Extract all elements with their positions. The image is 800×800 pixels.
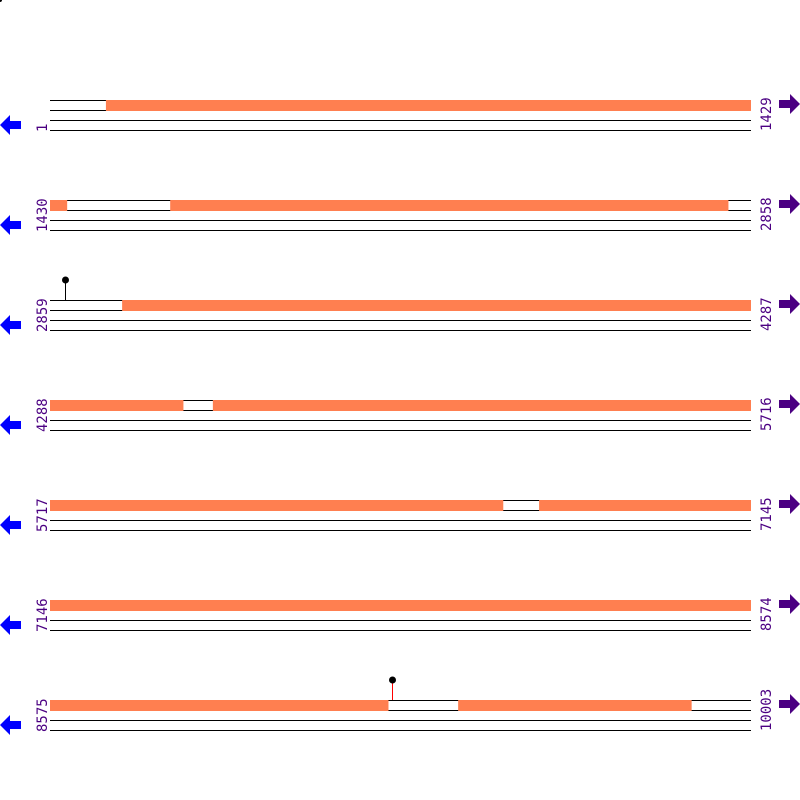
row-end-label: 1429 bbox=[759, 97, 775, 131]
feature-segment bbox=[122, 300, 751, 311]
row-end-label: 4287 bbox=[759, 297, 775, 331]
marker-head bbox=[62, 276, 69, 284]
arrow-right-icon[interactable] bbox=[779, 694, 800, 714]
sequence-row: 8575 10003 bbox=[0, 676, 800, 735]
arrow-left-icon[interactable] bbox=[0, 715, 21, 735]
row-start-label: 8575 bbox=[35, 698, 51, 732]
sequence-row: 2859 4287 bbox=[0, 276, 800, 335]
arrow-left-icon[interactable] bbox=[0, 515, 21, 535]
row-end-label: 10003 bbox=[759, 689, 775, 731]
feature-segment bbox=[212, 400, 752, 411]
arrow-left-icon[interactable] bbox=[0, 615, 21, 635]
arrow-left-icon[interactable] bbox=[0, 115, 21, 135]
corner-dot bbox=[0, 0, 2, 2]
arrow-right-icon[interactable] bbox=[779, 194, 800, 214]
arrow-left-icon[interactable] bbox=[0, 215, 21, 235]
feature-segment bbox=[105, 100, 751, 111]
row-start-label: 4288 bbox=[35, 398, 51, 432]
feature-segment bbox=[50, 500, 504, 511]
row-end-label: 8574 bbox=[759, 597, 775, 631]
feature-segment bbox=[50, 200, 68, 211]
feature-segment bbox=[458, 700, 692, 711]
row-start-label: 2859 bbox=[35, 298, 51, 332]
row-end-label: 2858 bbox=[759, 197, 775, 231]
row-end-label: 5716 bbox=[759, 397, 775, 431]
row-start-label: 7146 bbox=[35, 598, 51, 632]
row-end-label: 7145 bbox=[759, 497, 775, 531]
feature-segment bbox=[170, 200, 729, 211]
sequence-row: 7146 8574 bbox=[0, 594, 800, 635]
arrow-left-icon[interactable] bbox=[0, 415, 21, 435]
sequence-row: 1430 2858 bbox=[0, 194, 800, 235]
sequence-row: 4288 5716 bbox=[0, 394, 800, 435]
arrow-right-icon[interactable] bbox=[779, 294, 800, 314]
row-start-label: 5717 bbox=[35, 498, 51, 532]
arrow-left-icon[interactable] bbox=[0, 315, 21, 335]
sequence-row: 5717 7145 bbox=[0, 494, 800, 535]
row-start-label: 1 bbox=[35, 124, 51, 132]
feature-segment bbox=[50, 600, 751, 611]
arrow-right-icon[interactable] bbox=[779, 94, 800, 114]
feature-segment bbox=[539, 500, 751, 511]
arrow-right-icon[interactable] bbox=[779, 394, 800, 414]
feature-segment bbox=[50, 400, 184, 411]
feature-segment bbox=[50, 700, 389, 711]
arrow-right-icon[interactable] bbox=[779, 494, 800, 514]
marker-head bbox=[389, 676, 396, 684]
row-start-label: 1430 bbox=[35, 198, 51, 232]
sequence-row: 1 1429 bbox=[0, 94, 800, 135]
arrow-right-icon[interactable] bbox=[779, 594, 800, 614]
